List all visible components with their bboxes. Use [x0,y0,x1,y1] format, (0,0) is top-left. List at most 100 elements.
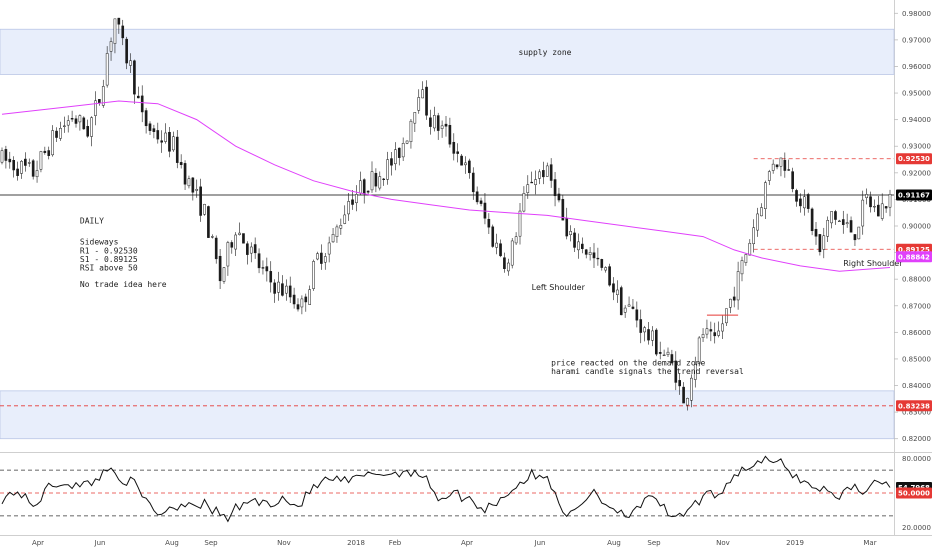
candle-body [530,181,534,184]
candle-body [448,125,452,145]
candle-body [565,217,569,237]
candle-body [510,240,514,266]
candle-body [608,266,611,286]
y-tick-label: 0.93000 [902,143,931,151]
candle-body [810,208,814,232]
candle-body [335,226,339,237]
candle-body [584,249,588,255]
candle-body [129,60,132,66]
candle-body [545,165,549,177]
candle-body [0,150,4,163]
y-tick-label: 0.92000 [902,169,931,177]
candle-body [658,352,662,354]
price-tag-label: 50.0000 [898,490,930,498]
x-tick-label: Aug [165,539,179,547]
candle-body [312,261,315,289]
candle-body [316,253,319,260]
candle-body [841,219,845,225]
candle-body [152,128,156,132]
candle-body [670,354,674,363]
x-tick-label: Jun [534,539,546,547]
candle-body [144,110,148,127]
candle-body [643,327,646,333]
candle-body [12,160,16,171]
chart-annotation: harami candle signals the trend reversal [551,367,744,376]
candle-body [506,262,510,272]
candle-body [343,214,347,224]
moving-average-line [1,100,891,272]
candle-body [362,179,366,194]
y-tick-label: 0.85000 [902,355,931,363]
candle-body [580,243,584,249]
candle-body [397,147,401,158]
candle-body [592,252,596,259]
y-tick-label: 0.82000 [902,435,931,443]
candle-body [187,178,191,187]
candle-body [826,220,830,237]
candle-body [382,178,386,181]
candle-body [47,150,51,156]
candle-body [55,130,58,138]
price-tag [896,400,932,412]
candle-body [791,171,794,190]
candle-body [51,130,54,156]
x-tick-label: 2019 [786,539,804,547]
candle-body [869,196,872,208]
candle-body [487,218,491,228]
candle-body [799,198,802,207]
candle-body [78,115,82,123]
price-tag [896,153,932,165]
candle-body [849,220,853,233]
x-tick-label: 2018 [347,539,365,547]
y-tick-label: 0.87000 [902,302,931,310]
candle-body [471,172,475,193]
candle-body [647,329,650,341]
candle-body [366,190,370,193]
x-tick-label: Jun [94,539,106,547]
candle-body [845,222,849,225]
y-tick-label: 0.88000 [902,276,931,284]
candle-body [818,234,822,253]
candle-body [109,41,113,52]
candle-body [639,319,643,333]
candle-body [35,170,39,178]
candle-body [468,160,471,174]
candle-body [732,296,736,301]
candle-body [300,298,304,308]
candle-body [775,164,779,168]
rsi-tick-label: 80.0000 [902,455,931,463]
candle-body [136,95,140,99]
candle-body [588,252,592,256]
candle-body [740,260,744,275]
candle-body [440,125,444,129]
candle-body [214,237,218,260]
candle-body [172,136,175,151]
candle-body [277,281,280,293]
x-tick-label: Apr [461,539,473,547]
candle-body [538,171,541,179]
candle-body [8,158,12,163]
x-tick-label: Mar [863,539,876,547]
candle-body [59,128,62,139]
candle-body [27,162,31,164]
y-tick-label: 0.90000 [902,223,931,231]
candle-body [479,200,483,204]
chart-annotation: No trade idea here [80,280,167,289]
candle-body [261,267,265,269]
candle-body [678,380,682,387]
candle-body [405,140,409,144]
candle-body [168,131,171,152]
candle-body [86,126,90,137]
candle-body [4,149,8,161]
candle-body [635,309,639,321]
candle-body [257,253,261,269]
candle-body [616,289,619,295]
candle-body [444,123,448,127]
candle-body [499,243,502,257]
candle-body [600,259,604,268]
y-tick-label: 0.94000 [902,116,931,124]
candle-body [218,255,222,282]
candle-body [133,60,136,95]
zone-band [0,28,895,75]
rsi-line [1,455,891,523]
